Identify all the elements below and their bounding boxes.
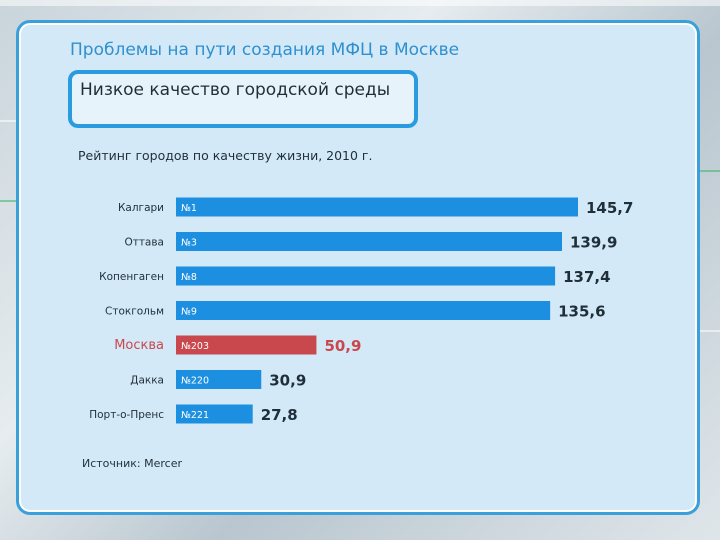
category-label: Копенгаген [99,271,164,283]
rank-label: №8 [181,272,197,283]
value-label: 137,4 [563,268,610,286]
category-label: Порт-о-Пренс [89,409,164,421]
rank-label: №1 [181,203,197,214]
value-label: 27,8 [261,406,298,424]
rank-label: №203 [181,341,209,352]
bar [176,266,556,286]
category-label: Дакка [130,375,164,387]
value-label: 50,9 [324,337,361,355]
value-label: 139,9 [570,234,617,252]
subtitle: Низкое качество городской среды [80,80,391,100]
bar [176,232,562,251]
chart-title: Рейтинг городов по качеству жизни, 2010 … [78,148,373,163]
value-label: 30,9 [269,372,306,390]
bar [176,404,253,424]
rank-label: №3 [181,238,197,249]
page-title: Проблемы на пути создания МФЦ в Москве [70,40,460,60]
category-label: Оттава [124,237,164,249]
bar [176,335,317,355]
rank-label: №220 [181,376,209,387]
category-label: Москва [114,338,164,353]
bar [176,370,262,389]
rank-label: №221 [181,410,209,421]
bar [176,197,578,217]
value-label: 135,6 [558,303,605,321]
subtitle-box [68,70,418,128]
rank-label: №9 [181,307,197,318]
source-note: Источник: Mercer [82,457,182,470]
category-label: Калгари [118,202,164,214]
value-label: 145,7 [586,199,633,217]
bar [176,301,551,320]
category-label: Стокгольм [105,306,164,318]
